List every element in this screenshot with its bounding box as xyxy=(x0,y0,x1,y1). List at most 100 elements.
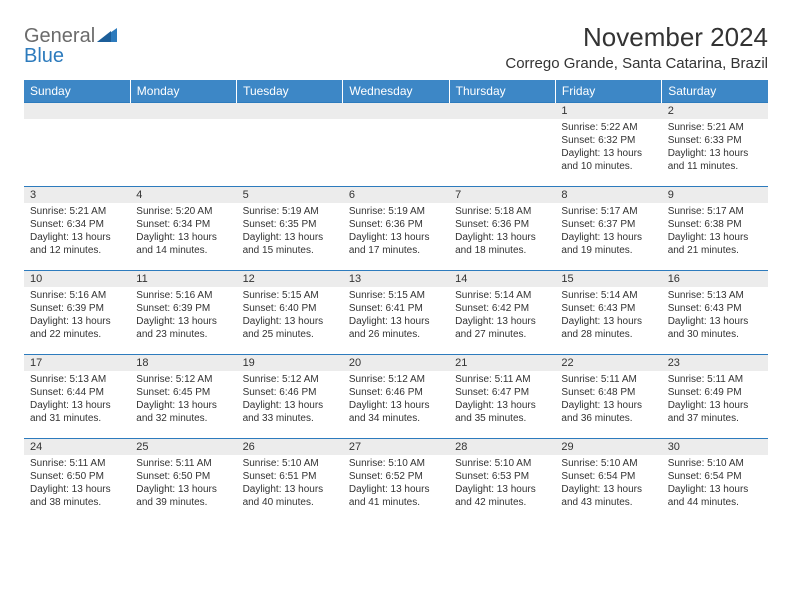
day-details: Sunrise: 5:10 AMSunset: 6:51 PMDaylight:… xyxy=(237,455,343,513)
day-details: Sunrise: 5:10 AMSunset: 6:54 PMDaylight:… xyxy=(555,455,661,513)
day-number: 15 xyxy=(555,271,661,287)
calendar-cell: 13Sunrise: 5:15 AMSunset: 6:41 PMDayligh… xyxy=(343,271,449,355)
day-details: Sunrise: 5:11 AMSunset: 6:47 PMDaylight:… xyxy=(449,371,555,429)
day-number: 2 xyxy=(662,103,768,119)
day-details: Sunrise: 5:15 AMSunset: 6:41 PMDaylight:… xyxy=(343,287,449,345)
weekday-header: Friday xyxy=(555,80,661,103)
calendar-cell: 14Sunrise: 5:14 AMSunset: 6:42 PMDayligh… xyxy=(449,271,555,355)
logo: General Blue xyxy=(24,22,117,67)
day-number: 21 xyxy=(449,355,555,371)
calendar-table: SundayMondayTuesdayWednesdayThursdayFrid… xyxy=(24,80,768,523)
day-number: 26 xyxy=(237,439,343,455)
calendar-cell: 16Sunrise: 5:13 AMSunset: 6:43 PMDayligh… xyxy=(662,271,768,355)
logo-blue: Blue xyxy=(24,45,64,67)
day-details: Sunrise: 5:14 AMSunset: 6:42 PMDaylight:… xyxy=(449,287,555,345)
day-number: 9 xyxy=(662,187,768,203)
calendar-cell xyxy=(130,103,236,187)
day-details: Sunrise: 5:17 AMSunset: 6:38 PMDaylight:… xyxy=(662,203,768,261)
calendar-week-row: 17Sunrise: 5:13 AMSunset: 6:44 PMDayligh… xyxy=(24,355,768,439)
calendar-cell: 25Sunrise: 5:11 AMSunset: 6:50 PMDayligh… xyxy=(130,439,236,523)
day-details: Sunrise: 5:12 AMSunset: 6:45 PMDaylight:… xyxy=(130,371,236,429)
calendar-cell: 6Sunrise: 5:19 AMSunset: 6:36 PMDaylight… xyxy=(343,187,449,271)
day-details: Sunrise: 5:10 AMSunset: 6:53 PMDaylight:… xyxy=(449,455,555,513)
calendar-cell: 23Sunrise: 5:11 AMSunset: 6:49 PMDayligh… xyxy=(662,355,768,439)
day-details: Sunrise: 5:15 AMSunset: 6:40 PMDaylight:… xyxy=(237,287,343,345)
day-details: Sunrise: 5:10 AMSunset: 6:52 PMDaylight:… xyxy=(343,455,449,513)
day-details: Sunrise: 5:19 AMSunset: 6:35 PMDaylight:… xyxy=(237,203,343,261)
calendar-cell: 28Sunrise: 5:10 AMSunset: 6:53 PMDayligh… xyxy=(449,439,555,523)
location: Corrego Grande, Santa Catarina, Brazil xyxy=(505,55,768,72)
day-details: Sunrise: 5:14 AMSunset: 6:43 PMDaylight:… xyxy=(555,287,661,345)
day-number: 11 xyxy=(130,271,236,287)
day-details: Sunrise: 5:17 AMSunset: 6:37 PMDaylight:… xyxy=(555,203,661,261)
day-details: Sunrise: 5:19 AMSunset: 6:36 PMDaylight:… xyxy=(343,203,449,261)
day-details: Sunrise: 5:10 AMSunset: 6:54 PMDaylight:… xyxy=(662,455,768,513)
day-number: 20 xyxy=(343,355,449,371)
day-number: 8 xyxy=(555,187,661,203)
calendar-cell: 24Sunrise: 5:11 AMSunset: 6:50 PMDayligh… xyxy=(24,439,130,523)
day-number: 17 xyxy=(24,355,130,371)
day-number: 14 xyxy=(449,271,555,287)
day-number-empty xyxy=(24,103,130,119)
header: General Blue November 2024 Corrego Grand… xyxy=(24,22,768,72)
calendar-cell: 29Sunrise: 5:10 AMSunset: 6:54 PMDayligh… xyxy=(555,439,661,523)
calendar-cell xyxy=(449,103,555,187)
day-number: 6 xyxy=(343,187,449,203)
day-number: 10 xyxy=(24,271,130,287)
calendar-cell: 11Sunrise: 5:16 AMSunset: 6:39 PMDayligh… xyxy=(130,271,236,355)
calendar-header-row: SundayMondayTuesdayWednesdayThursdayFrid… xyxy=(24,80,768,103)
day-details: Sunrise: 5:21 AMSunset: 6:33 PMDaylight:… xyxy=(662,119,768,177)
day-number: 19 xyxy=(237,355,343,371)
calendar-cell: 12Sunrise: 5:15 AMSunset: 6:40 PMDayligh… xyxy=(237,271,343,355)
weekday-header: Sunday xyxy=(24,80,130,103)
calendar-cell: 4Sunrise: 5:20 AMSunset: 6:34 PMDaylight… xyxy=(130,187,236,271)
calendar-cell xyxy=(237,103,343,187)
calendar-cell: 18Sunrise: 5:12 AMSunset: 6:45 PMDayligh… xyxy=(130,355,236,439)
day-number: 22 xyxy=(555,355,661,371)
weekday-header: Wednesday xyxy=(343,80,449,103)
day-number: 7 xyxy=(449,187,555,203)
day-details: Sunrise: 5:13 AMSunset: 6:44 PMDaylight:… xyxy=(24,371,130,429)
calendar-week-row: 10Sunrise: 5:16 AMSunset: 6:39 PMDayligh… xyxy=(24,271,768,355)
calendar-cell: 8Sunrise: 5:17 AMSunset: 6:37 PMDaylight… xyxy=(555,187,661,271)
day-number-empty xyxy=(449,103,555,119)
day-number: 29 xyxy=(555,439,661,455)
day-number: 23 xyxy=(662,355,768,371)
day-details: Sunrise: 5:11 AMSunset: 6:49 PMDaylight:… xyxy=(662,371,768,429)
day-details: Sunrise: 5:12 AMSunset: 6:46 PMDaylight:… xyxy=(343,371,449,429)
day-number: 28 xyxy=(449,439,555,455)
day-number-empty xyxy=(130,103,236,119)
day-details: Sunrise: 5:22 AMSunset: 6:32 PMDaylight:… xyxy=(555,119,661,177)
day-details: Sunrise: 5:20 AMSunset: 6:34 PMDaylight:… xyxy=(130,203,236,261)
calendar-week-row: 3Sunrise: 5:21 AMSunset: 6:34 PMDaylight… xyxy=(24,187,768,271)
calendar-cell: 10Sunrise: 5:16 AMSunset: 6:39 PMDayligh… xyxy=(24,271,130,355)
month-title: November 2024 xyxy=(505,22,768,53)
calendar-cell: 2Sunrise: 5:21 AMSunset: 6:33 PMDaylight… xyxy=(662,103,768,187)
weekday-header: Tuesday xyxy=(237,80,343,103)
calendar-page: General Blue November 2024 Corrego Grand… xyxy=(0,0,792,533)
weekday-header: Saturday xyxy=(662,80,768,103)
day-details: Sunrise: 5:13 AMSunset: 6:43 PMDaylight:… xyxy=(662,287,768,345)
day-details: Sunrise: 5:16 AMSunset: 6:39 PMDaylight:… xyxy=(24,287,130,345)
calendar-body: 1Sunrise: 5:22 AMSunset: 6:32 PMDaylight… xyxy=(24,103,768,523)
title-block: November 2024 Corrego Grande, Santa Cata… xyxy=(505,22,768,72)
calendar-cell: 19Sunrise: 5:12 AMSunset: 6:46 PMDayligh… xyxy=(237,355,343,439)
weekday-header: Monday xyxy=(130,80,236,103)
day-number: 13 xyxy=(343,271,449,287)
day-number: 4 xyxy=(130,187,236,203)
calendar-week-row: 1Sunrise: 5:22 AMSunset: 6:32 PMDaylight… xyxy=(24,103,768,187)
day-number: 1 xyxy=(555,103,661,119)
calendar-cell: 22Sunrise: 5:11 AMSunset: 6:48 PMDayligh… xyxy=(555,355,661,439)
day-number: 12 xyxy=(237,271,343,287)
day-details: Sunrise: 5:12 AMSunset: 6:46 PMDaylight:… xyxy=(237,371,343,429)
logo-text-block: General Blue xyxy=(24,26,117,67)
calendar-cell: 27Sunrise: 5:10 AMSunset: 6:52 PMDayligh… xyxy=(343,439,449,523)
day-details: Sunrise: 5:16 AMSunset: 6:39 PMDaylight:… xyxy=(130,287,236,345)
calendar-cell: 9Sunrise: 5:17 AMSunset: 6:38 PMDaylight… xyxy=(662,187,768,271)
calendar-week-row: 24Sunrise: 5:11 AMSunset: 6:50 PMDayligh… xyxy=(24,439,768,523)
calendar-cell: 1Sunrise: 5:22 AMSunset: 6:32 PMDaylight… xyxy=(555,103,661,187)
day-details: Sunrise: 5:11 AMSunset: 6:50 PMDaylight:… xyxy=(24,455,130,513)
day-number: 5 xyxy=(237,187,343,203)
calendar-cell: 21Sunrise: 5:11 AMSunset: 6:47 PMDayligh… xyxy=(449,355,555,439)
day-number: 24 xyxy=(24,439,130,455)
